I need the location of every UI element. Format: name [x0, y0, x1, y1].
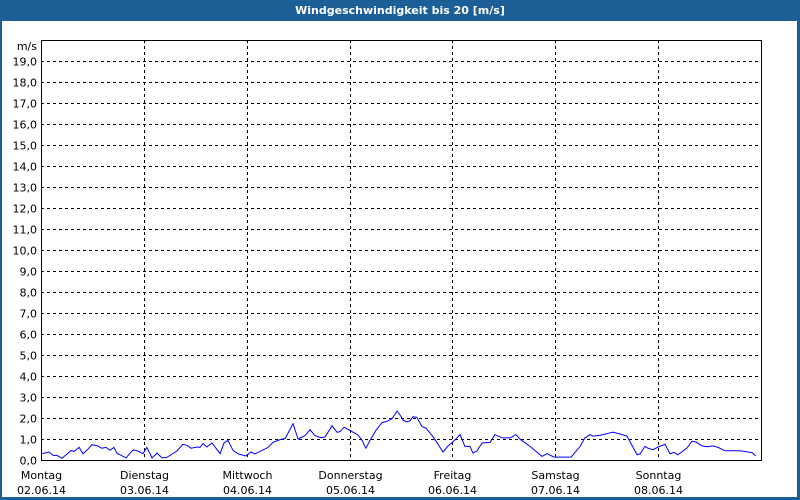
- y-tick-label: 15,0: [13, 140, 38, 153]
- y-tick-label: 13,0: [13, 182, 38, 195]
- x-tick-date: 04.06.14: [223, 484, 272, 497]
- x-tick-day: Mittwoch: [223, 469, 273, 482]
- chart-panel: [2, 21, 797, 497]
- x-tick-day: Dienstag: [120, 469, 169, 482]
- x-tick-day: Freitag: [434, 469, 472, 482]
- y-tick-label: 1,0: [20, 434, 38, 447]
- y-tick-label: 18,0: [13, 77, 38, 90]
- y-tick-label: 19,0: [13, 56, 38, 69]
- plot-frame: [41, 40, 762, 461]
- x-tick-date: 03.06.14: [120, 484, 169, 497]
- y-tick-label: 4,0: [20, 371, 38, 384]
- wind-speed-line: [40, 410, 757, 459]
- y-tick-label: 9,0: [20, 266, 38, 279]
- y-tick-label: 16,0: [13, 119, 38, 132]
- x-tick-date: 05.06.14: [326, 484, 375, 497]
- y-tick-label: 14,0: [13, 161, 38, 174]
- y-tick-label: 11,0: [13, 224, 38, 237]
- x-tick-date: 07.06.14: [531, 484, 580, 497]
- y-tick-label: 5,0: [20, 350, 38, 363]
- y-axis-unit: m/s: [17, 40, 37, 53]
- y-tick-label: 2,0: [20, 413, 38, 426]
- y-tick-label: 8,0: [20, 287, 38, 300]
- y-tick-label: 7,0: [20, 308, 38, 321]
- chart-title: Windgeschwindigkeit bis 20 [m/s]: [0, 0, 800, 21]
- x-tick-day: Donnerstag: [318, 469, 382, 482]
- y-tick-label: 6,0: [20, 329, 38, 342]
- y-tick-label: 10,0: [13, 245, 38, 258]
- x-tick-date: 02.06.14: [17, 484, 66, 497]
- y-tick-label: 0,0: [20, 455, 38, 468]
- y-tick-label: 17,0: [13, 98, 38, 111]
- y-tick-label: 12,0: [13, 203, 38, 216]
- y-tick-label: 3,0: [20, 392, 38, 405]
- x-tick-day: Samstag: [531, 469, 579, 482]
- x-tick-day: Montag: [21, 469, 62, 482]
- x-tick-date: 06.06.14: [428, 484, 477, 497]
- x-tick-day: Sonntag: [636, 469, 682, 482]
- x-tick-date: 08.06.14: [634, 484, 683, 497]
